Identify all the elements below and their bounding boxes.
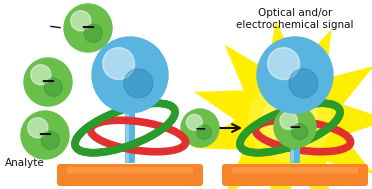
- Text: Optical and/or
electrochemical signal: Optical and/or electrochemical signal: [236, 8, 354, 30]
- Text: −: −: [41, 73, 55, 91]
- Circle shape: [124, 69, 153, 98]
- Circle shape: [257, 37, 333, 113]
- Text: −: −: [289, 119, 301, 135]
- FancyBboxPatch shape: [125, 105, 129, 163]
- Circle shape: [181, 109, 219, 147]
- Circle shape: [103, 48, 135, 80]
- Circle shape: [28, 118, 48, 138]
- Circle shape: [273, 104, 307, 136]
- Text: −: −: [38, 126, 52, 144]
- Circle shape: [263, 92, 317, 147]
- Polygon shape: [194, 21, 372, 189]
- Circle shape: [197, 125, 211, 139]
- FancyBboxPatch shape: [57, 164, 203, 186]
- Circle shape: [31, 65, 51, 85]
- Text: −: −: [194, 121, 206, 135]
- Circle shape: [41, 131, 60, 149]
- Circle shape: [64, 4, 112, 52]
- Circle shape: [280, 112, 298, 129]
- Text: −: −: [80, 19, 96, 37]
- FancyBboxPatch shape: [67, 167, 193, 174]
- FancyBboxPatch shape: [232, 167, 358, 174]
- Circle shape: [92, 37, 168, 113]
- FancyBboxPatch shape: [290, 104, 300, 163]
- FancyBboxPatch shape: [291, 105, 294, 163]
- Circle shape: [249, 79, 331, 161]
- Circle shape: [289, 69, 318, 98]
- Circle shape: [292, 124, 308, 140]
- FancyBboxPatch shape: [125, 104, 135, 163]
- Text: Analyte: Analyte: [5, 158, 45, 168]
- Circle shape: [21, 111, 69, 159]
- Circle shape: [84, 24, 102, 42]
- Circle shape: [44, 78, 62, 96]
- Circle shape: [24, 58, 72, 106]
- Circle shape: [267, 48, 299, 80]
- Circle shape: [274, 106, 316, 148]
- Circle shape: [71, 11, 91, 31]
- Circle shape: [186, 114, 202, 130]
- FancyBboxPatch shape: [222, 164, 368, 186]
